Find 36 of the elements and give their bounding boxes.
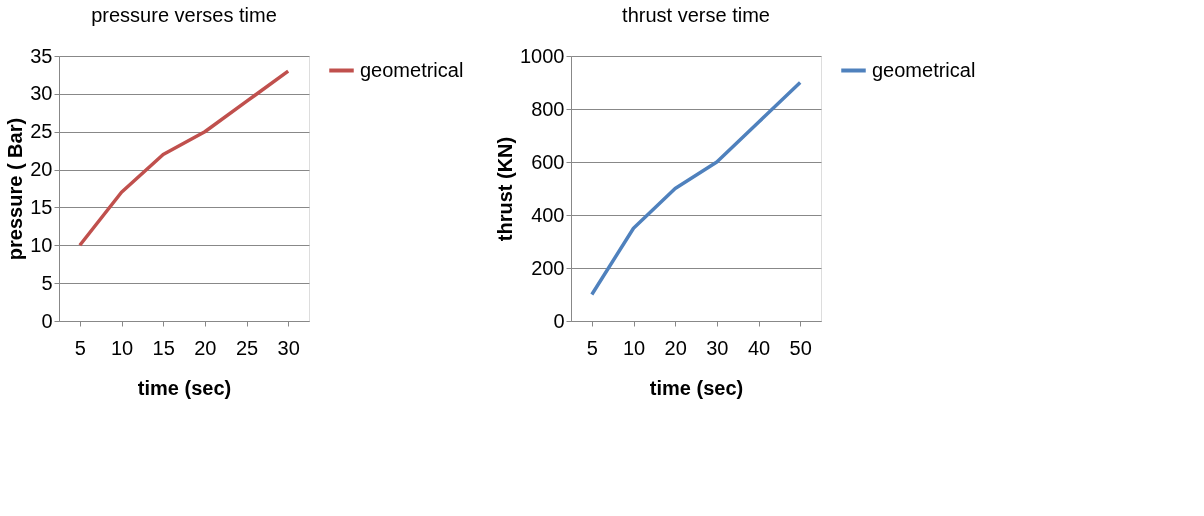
chart-title: pressure verses time [91,4,277,26]
y-tick-label: 5 [41,271,53,294]
y-tick-label: 35 [30,44,53,67]
y-tick-label: 600 [531,150,565,173]
y-tick-label: 0 [553,309,565,332]
x-tick-label: 15 [152,336,175,359]
y-tick-label: 800 [531,97,565,120]
y-axis-title: thrust (KN) [494,136,517,242]
y-tick-label: 0 [41,309,53,332]
x-tick-label: 20 [664,336,687,359]
legend-label: geometrical [360,58,464,81]
y-tick-label: 30 [30,82,53,105]
x-tick-label: 20 [194,336,217,359]
x-tick-label: 5 [74,336,86,359]
x-tick-label: 10 [110,336,134,359]
chart-title: thrust verse time [622,4,770,26]
legend-label: geometrical [872,58,976,81]
x-tick-label: 50 [789,336,812,359]
x-tick-label: 25 [235,336,259,359]
x-tick-label: 40 [747,336,771,359]
x-axis-title: time (sec) [649,376,744,399]
line-series [78,69,290,248]
y-tick-label: 10 [30,233,53,256]
y-tick-label: 25 [30,120,53,143]
y-tick-label: 400 [531,203,565,226]
x-axis-title: time (sec) [137,376,232,399]
x-tick-label: 30 [706,336,729,359]
y-axis-title: pressure ( Bar) [4,117,27,261]
y-tick-label: 1000 [520,44,565,67]
x-tick-label: 5 [586,336,598,359]
line-series [590,80,802,297]
x-tick-label: 30 [277,336,300,359]
y-tick-label: 15 [30,195,53,218]
y-tick-label: 20 [30,158,53,181]
x-tick-label: 10 [622,336,646,359]
y-tick-label: 200 [531,256,565,279]
